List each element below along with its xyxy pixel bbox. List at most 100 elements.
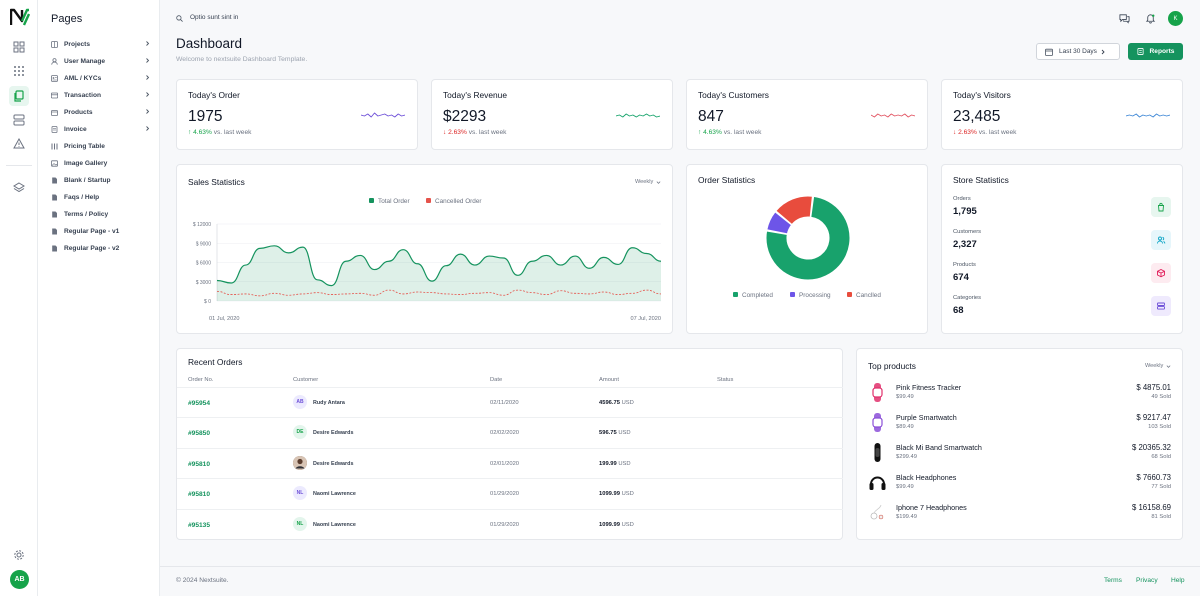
sidebar-item-regular-page-v2[interactable]: Regular Page - v2: [51, 242, 151, 254]
sidebar-item-user-manage[interactable]: User Manage: [51, 55, 151, 67]
rail-apps-icon[interactable]: [9, 61, 29, 81]
sidebar-item-label: Regular Page - v1: [64, 227, 120, 235]
customer-name: Rudy Antara: [313, 400, 345, 406]
product-name[interactable]: Black Headphones: [896, 473, 957, 482]
footer-link-terms[interactable]: Terms: [1104, 577, 1122, 584]
sidebar-item-transaction[interactable]: Transaction: [51, 89, 151, 101]
reports-label: Reports: [1149, 48, 1175, 55]
product-sold: 77 Sold: [1151, 484, 1171, 490]
table-row[interactable]: #95954 AB Rudy Antara 02/11/2020 4596.75 USD: [177, 387, 843, 417]
copyright: © 2024 Nextsuite.: [176, 577, 229, 584]
product-image: [869, 383, 886, 402]
product-row[interactable]: Black Mi Band Smartwatch $299.49 $ 20365.3…: [857, 441, 1183, 471]
customer-avatar: NL: [293, 516, 307, 531]
rail-pages-icon[interactable]: [9, 86, 29, 106]
stat-change-percent: 2.63%: [448, 129, 467, 136]
date-range-button[interactable]: Last 30 Days: [1036, 43, 1120, 60]
stat-change: ↓ 2.63% vs. last week: [443, 129, 506, 136]
search-input[interactable]: Optio sunt sint in: [190, 14, 239, 21]
product-total: $ 16158.69: [1131, 503, 1171, 512]
stat-change-suffix: vs. last week: [978, 129, 1017, 136]
legend-label: Total Order: [378, 198, 410, 205]
sidebar-item-pricing-table[interactable]: Pricing Table: [51, 140, 151, 152]
sales-period-dropdown[interactable]: Weekly: [635, 179, 661, 185]
product-row[interactable]: Purple Smartwatch $89.49 $ 9217.47 103 Sold: [857, 411, 1183, 441]
brand-logo[interactable]: [10, 8, 30, 26]
product-name[interactable]: Black Mi Band Smartwatch: [896, 443, 982, 452]
stat-card-0: Today's Order 1975 ↑ 4.63% vs. last week: [176, 79, 418, 150]
sidebar-item-products[interactable]: Products: [51, 106, 151, 118]
footer-link-help[interactable]: Help: [1171, 577, 1185, 584]
amount-currency: USD: [618, 430, 631, 437]
legend-swatch: [369, 198, 374, 203]
rail-layout-icon[interactable]: [9, 110, 29, 130]
sidebar-item-faqs-help[interactable]: Faqs / Help: [51, 191, 151, 203]
product-name[interactable]: Iphone 7 Headphones: [896, 503, 967, 512]
user-avatar[interactable]: AB: [10, 570, 29, 589]
sidebar-item-aml-kycs[interactable]: AML / KYCs: [51, 72, 151, 84]
order-id-link[interactable]: #95810: [188, 491, 211, 499]
store-stat-value: 68: [953, 305, 964, 316]
order-date: 02/01/2020: [490, 460, 520, 467]
sidebar-item-terms-policy[interactable]: Terms / Policy: [51, 208, 151, 220]
legend-swatch: [790, 292, 795, 297]
rail-layers-icon[interactable]: [9, 178, 29, 198]
column-header: Date: [490, 377, 503, 383]
photo-avatar-icon: [293, 455, 307, 470]
rail-dashboard-icon[interactable]: [9, 37, 29, 57]
table-row[interactable]: #95810 Desire Edwards 02/01/2020 199.99 USD: [177, 447, 843, 478]
order-id-link[interactable]: #95135: [188, 521, 211, 529]
reports-button[interactable]: Reports: [1128, 43, 1183, 60]
recent-orders-title: Recent Orders: [188, 357, 243, 367]
top-period-dropdown[interactable]: Weekly: [1145, 363, 1171, 369]
total-order-line: [216, 245, 662, 287]
order-id-link[interactable]: #95954: [188, 400, 211, 407]
table-row[interactable]: #95850 DE Desire Edwards 02/02/2020 596.75 U…: [177, 417, 843, 447]
avatar-initials: AB: [296, 399, 304, 405]
product-row[interactable]: Pink Fitness Tracker $99.49 $ 4875.01 49 So…: [857, 381, 1183, 411]
store-stat-value: 1,795: [953, 206, 977, 217]
footer-link-privacy[interactable]: Privacy: [1136, 577, 1158, 584]
rail-alert-icon[interactable]: [9, 134, 29, 154]
order-amount: 199.99 USD: [599, 461, 631, 467]
projects-icon: [51, 40, 58, 48]
product-row[interactable]: Black Headphones $99.49 $ 7660.73 77 Sold: [857, 471, 1183, 501]
legend-label: Completed: [742, 292, 773, 299]
header-avatar[interactable]: K: [1168, 11, 1183, 26]
sidebar-item-regular-page-v1[interactable]: Regular Page - v1: [51, 225, 151, 237]
sidebar-item-label: User Manage: [64, 57, 106, 65]
pricing-icon: [51, 143, 58, 150]
donut-slice-completed: [765, 195, 851, 281]
legend-label: Processing: [799, 292, 831, 299]
chevron-right-icon: [146, 92, 150, 97]
table-row[interactable]: #95810 NL Naomi Lawrence 01/29/2020 1099.99 …: [177, 478, 843, 508]
order-id-link[interactable]: #95850: [188, 430, 211, 438]
table-row[interactable]: #95135 NL Naomi Lawrence 01/29/2020 1099.99 …: [177, 508, 843, 539]
users-icon: [1151, 230, 1171, 250]
sidebar-item-label: Terms / Policy: [64, 210, 109, 218]
sidebar-item-invoice[interactable]: Invoice: [51, 123, 151, 135]
order-id-link[interactable]: #95810: [188, 460, 211, 468]
box-icon: [51, 109, 58, 116]
stack-icon: [1151, 296, 1171, 316]
x-tick-label: 07 Jul, 2020: [631, 316, 661, 322]
stat-change: ↑ 4.63% vs. last week: [698, 129, 761, 136]
product-name[interactable]: Purple Smartwatch: [896, 413, 957, 422]
rail-settings-icon[interactable]: [9, 545, 29, 565]
search-icon[interactable]: [176, 15, 183, 22]
legend-label: Cancelled Order: [435, 198, 482, 205]
chat-icon[interactable]: [1119, 13, 1130, 24]
sidebar-item-image-gallery[interactable]: Image Gallery: [51, 157, 151, 169]
sidebar-item-projects[interactable]: Projects: [51, 38, 151, 50]
order-date: 01/29/2020: [490, 521, 520, 528]
invoice-icon: [51, 125, 58, 133]
donut-slice-processing: [766, 211, 793, 235]
product-row[interactable]: Iphone 7 Headphones $199.49 $ 16158.69 81 S…: [857, 501, 1183, 531]
legend-swatch: [733, 292, 738, 297]
chevron-right-icon: [1101, 49, 1105, 55]
chevron-right-icon: [146, 109, 150, 114]
stat-value: $2293: [443, 108, 487, 125]
bell-icon[interactable]: [1145, 13, 1156, 24]
sidebar-item-blank-startup[interactable]: Blank / Startup: [51, 174, 151, 186]
product-name[interactable]: Pink Fitness Tracker: [896, 383, 962, 392]
